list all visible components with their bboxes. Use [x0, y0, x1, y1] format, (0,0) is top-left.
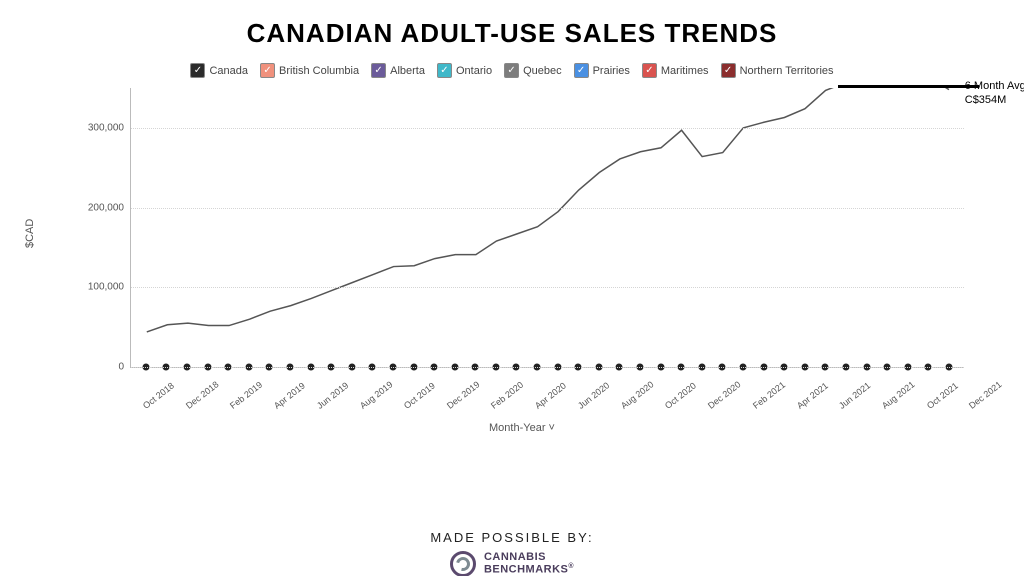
- legend-label: Northern Territories: [740, 65, 834, 77]
- x-tick-label: Oct 2021: [925, 381, 960, 411]
- y-tick-label: 300,000: [76, 122, 124, 133]
- legend-label: Prairies: [593, 65, 630, 77]
- brand-tm: ®: [568, 563, 574, 570]
- bars-container: [131, 88, 964, 367]
- y-tick-label: 0: [76, 362, 124, 373]
- legend-label: Canada: [209, 65, 248, 77]
- check-icon: ✓: [437, 63, 452, 78]
- y-axis-label: $CAD: [24, 219, 36, 248]
- legend-item[interactable]: ✓ Northern Territories: [721, 63, 834, 78]
- six-month-avg-line: [838, 85, 979, 88]
- page: Canadian Adult-Use Sales Trends ✓Canada✓…: [0, 18, 1024, 576]
- brand-mark-icon: [450, 551, 476, 576]
- check-icon: ✓: [721, 63, 736, 78]
- legend-label: British Columbia: [279, 65, 359, 77]
- legend-item[interactable]: ✓ Prairies: [574, 63, 630, 78]
- x-tick-label: Apr 2019: [272, 381, 307, 411]
- x-tick-label: Jun 2020: [576, 380, 611, 411]
- legend-label: Quebec: [523, 65, 562, 77]
- check-icon: ✓: [260, 63, 275, 78]
- legend: ✓ Canada ✓ British Columbia ✓ Alberta ✓ Ontario…: [0, 63, 1024, 78]
- x-tick-label: Feb 2020: [489, 380, 525, 411]
- legend-item[interactable]: ✓ British Columbia: [260, 63, 359, 78]
- x-tick-label: Apr 2021: [795, 381, 830, 411]
- x-tick-label: Oct 2019: [402, 381, 437, 411]
- y-tick-label: 100,000: [76, 282, 124, 293]
- x-tick-label: Apr 2020: [533, 381, 568, 411]
- legend-label: Maritimes: [661, 65, 709, 77]
- grid-line: [131, 128, 964, 129]
- x-tick-label: Jun 2021: [837, 380, 872, 411]
- brand-text: CANNABIS BENCHMARKS®: [484, 552, 574, 576]
- x-tick-label: [1009, 403, 1015, 411]
- y-tick-label: 200,000: [76, 202, 124, 213]
- x-tick-label: Jun 2019: [315, 380, 350, 411]
- legend-item[interactable]: ✓ Alberta: [371, 63, 425, 78]
- x-tick-label: Aug 2021: [880, 379, 917, 411]
- grid-line: [131, 287, 964, 288]
- x-tick-label: Feb 2019: [228, 380, 264, 411]
- x-tick-label: Dec 2019: [445, 379, 482, 411]
- x-tick-label: Oct 2018: [141, 381, 176, 411]
- check-icon: ✓: [190, 63, 205, 78]
- avg-label-1: 6 Month Avg: [965, 80, 1024, 92]
- grid-line: [131, 208, 964, 209]
- page-title: Canadian Adult-Use Sales Trends: [0, 18, 1024, 49]
- x-axis-label: Month-Year ˅: [489, 422, 555, 434]
- brand-line2: BENCHMARKS: [484, 564, 568, 576]
- footer: MADE POSSIBLE BY: CANNABIS BENCHMARKS®: [0, 530, 1024, 576]
- grid-line: [131, 367, 964, 368]
- legend-item[interactable]: ✓ Quebec: [504, 63, 562, 78]
- legend-item[interactable]: ✓ Canada: [190, 63, 248, 78]
- legend-item[interactable]: ✓ Maritimes: [642, 63, 709, 78]
- check-icon: ✓: [504, 63, 519, 78]
- x-tick-label: Aug 2020: [619, 379, 656, 411]
- brand-logo: CANNABIS BENCHMARKS®: [450, 551, 574, 576]
- x-tick-label: Dec 2018: [184, 379, 221, 411]
- check-icon: ✓: [642, 63, 657, 78]
- check-icon: ✓: [574, 63, 589, 78]
- avg-label-2: C$354M: [965, 94, 1007, 106]
- x-tick-label: Dec 2021: [967, 379, 1004, 411]
- avg-annotation: 6 Month Avg C$354M: [965, 79, 1024, 108]
- legend-item[interactable]: ✓ Ontario: [437, 63, 492, 78]
- x-tick-label: Aug 2019: [358, 379, 395, 411]
- legend-label: Alberta: [390, 65, 425, 77]
- chart: $CAD Oct 2018Dec 2018Feb 2019Apr 2019Jun…: [80, 88, 964, 408]
- x-ticks: Oct 2018Dec 2018Feb 2019Apr 2019Jun 2019…: [131, 399, 964, 409]
- brand-line1: CANNABIS: [484, 551, 546, 563]
- x-tick-label: Feb 2021: [751, 380, 787, 411]
- x-tick-label: Dec 2020: [706, 379, 743, 411]
- footer-lead: MADE POSSIBLE BY:: [0, 530, 1024, 545]
- check-icon: ✓: [371, 63, 386, 78]
- x-tick-label: Oct 2020: [663, 381, 698, 411]
- legend-label: Ontario: [456, 65, 492, 77]
- plot-area: Oct 2018Dec 2018Feb 2019Apr 2019Jun 2019…: [130, 88, 964, 368]
